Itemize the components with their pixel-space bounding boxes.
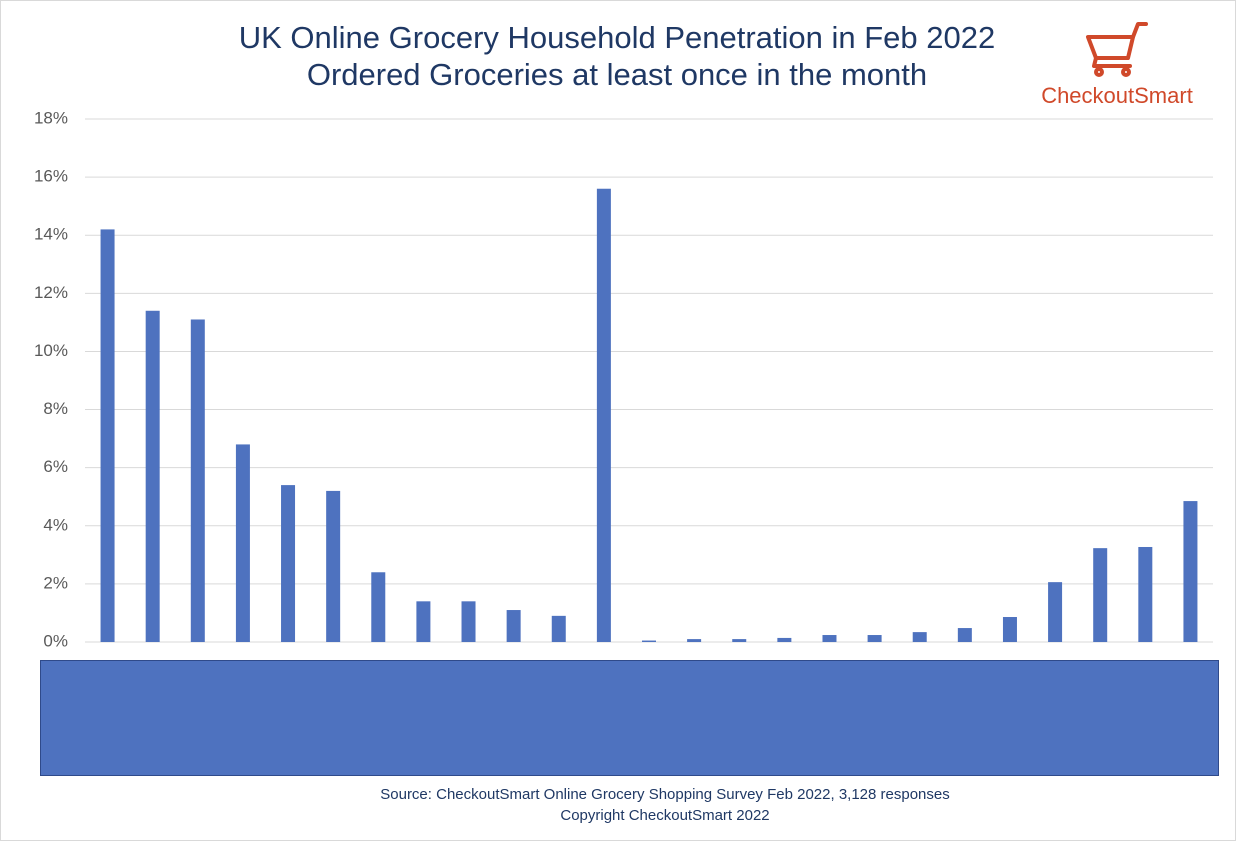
- bar: [777, 637, 792, 642]
- bar: [190, 319, 205, 642]
- y-tick-label: 18%: [34, 108, 68, 127]
- y-tick-label: 12%: [34, 283, 68, 302]
- source-note: Source: CheckoutSmart Online Grocery Sho…: [380, 786, 949, 803]
- bar: [281, 485, 296, 642]
- y-tick-label: 10%: [34, 341, 68, 360]
- bar: [867, 635, 882, 642]
- bar: [957, 628, 972, 642]
- y-tick-label: 8%: [43, 399, 68, 418]
- bar: [551, 615, 566, 642]
- bar: [1048, 582, 1063, 642]
- bar: [822, 635, 837, 642]
- bar: [1002, 617, 1017, 642]
- chart-title: UK Online Grocery Household Penetration …: [239, 20, 996, 55]
- y-tick-label: 2%: [43, 573, 68, 592]
- logo-text: CheckoutSmart: [1041, 83, 1193, 108]
- y-tick-label: 16%: [34, 167, 68, 186]
- bar: [461, 601, 476, 642]
- bar: [912, 632, 927, 642]
- bar: [642, 640, 656, 642]
- y-tick-label: 4%: [43, 515, 68, 534]
- bar: [506, 610, 521, 642]
- bar: [326, 490, 341, 642]
- bar: [1183, 501, 1198, 642]
- copyright-note: Copyright CheckoutSmart 2022: [560, 807, 769, 824]
- bar: [100, 229, 115, 642]
- bar: [1138, 546, 1153, 642]
- bar: [371, 572, 386, 642]
- bar: [416, 601, 431, 642]
- label-cover: [40, 660, 1219, 776]
- logo-cart: [1086, 22, 1148, 77]
- bar: [1093, 548, 1108, 642]
- bar: [596, 188, 611, 642]
- y-tick-label: 14%: [34, 225, 68, 244]
- y-tick-label: 6%: [43, 457, 68, 476]
- bar: [732, 639, 747, 642]
- bar: [687, 639, 702, 642]
- bar: [235, 444, 250, 642]
- y-tick-label: 0%: [43, 631, 68, 650]
- bar: [145, 310, 160, 642]
- chart-subtitle: Ordered Groceries at least once in the m…: [307, 57, 927, 92]
